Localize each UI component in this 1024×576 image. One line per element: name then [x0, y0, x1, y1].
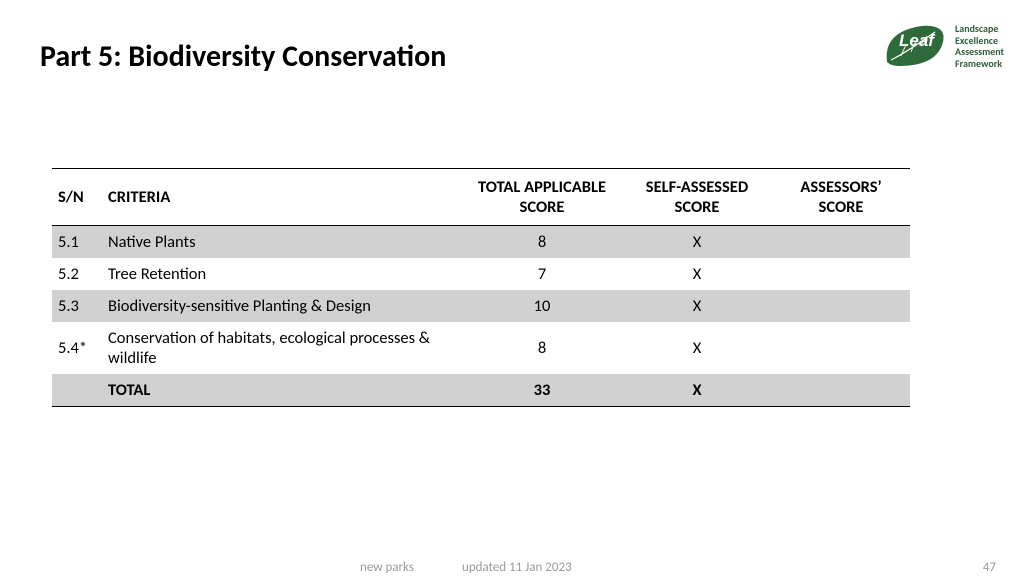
cell-assr	[772, 290, 910, 322]
cell-sn: 5.2	[52, 258, 102, 290]
logo-tag-line4: Framework	[955, 58, 1004, 70]
logo-tag-line3: Assessment	[955, 46, 1004, 58]
footer-category: new parks	[360, 560, 414, 575]
cell-criteria: Native Plants	[102, 226, 462, 259]
footer-page-number: 47	[983, 560, 996, 575]
cell-blank	[52, 374, 102, 407]
table-header-row: S/N CRITERIA TOTAL APPLICABLE SCORE SELF…	[52, 169, 910, 226]
cell-score: 8	[462, 322, 622, 374]
svg-text:Leaf: Leaf	[899, 31, 936, 50]
cell-self: X	[622, 258, 772, 290]
logo-tag-line1: Landscape	[955, 23, 1004, 35]
cell-criteria: Conservation of habitats, ecological pro…	[102, 322, 462, 374]
cell-sn: 5.4*	[52, 322, 102, 374]
cell-score: 8	[462, 226, 622, 259]
table-row: 5.1 Native Plants 8 X	[52, 226, 910, 259]
table-row: 5.3 Biodiversity-sensitive Planting & De…	[52, 290, 910, 322]
logo-tagline: Landscape Excellence Assessment Framewor…	[955, 23, 1004, 69]
col-criteria: CRITERIA	[102, 169, 462, 226]
criteria-table-wrap: S/N CRITERIA TOTAL APPLICABLE SCORE SELF…	[52, 168, 910, 407]
cell-total-assr	[772, 374, 910, 407]
slide: Part 5: Biodiversity Conservation Leaf L…	[0, 0, 1024, 576]
cell-criteria: Tree Retention	[102, 258, 462, 290]
cell-criteria: Biodiversity-sensitive Planting & Design	[102, 290, 462, 322]
cell-self: X	[622, 226, 772, 259]
col-sn: S/N	[52, 169, 102, 226]
table-row: 5.2 Tree Retention 7 X	[52, 258, 910, 290]
criteria-table: S/N CRITERIA TOTAL APPLICABLE SCORE SELF…	[52, 168, 910, 407]
col-assessors: ASSESSORS’ SCORE	[772, 169, 910, 226]
table-total-row: TOTAL 33 X	[52, 374, 910, 407]
cell-total-score: 33	[462, 374, 622, 407]
cell-self: X	[622, 290, 772, 322]
cell-total-label: TOTAL	[102, 374, 462, 407]
cell-assr	[772, 322, 910, 374]
leaf-logo: Leaf Landscape Excellence Assessment Fra…	[877, 22, 1004, 70]
cell-self: X	[622, 322, 772, 374]
col-self-assessed: SELF-ASSESSED SCORE	[622, 169, 772, 226]
cell-total-self: X	[622, 374, 772, 407]
cell-score: 10	[462, 290, 622, 322]
footer-updated: updated 11 Jan 2023	[462, 560, 572, 575]
leaf-icon: Leaf	[877, 22, 949, 70]
cell-sn: 5.1	[52, 226, 102, 259]
col-total-applicable: TOTAL APPLICABLE SCORE	[462, 169, 622, 226]
table-row: 5.4* Conservation of habitats, ecologica…	[52, 322, 910, 374]
cell-score: 7	[462, 258, 622, 290]
page-title: Part 5: Biodiversity Conservation	[40, 38, 446, 75]
cell-sn: 5.3	[52, 290, 102, 322]
cell-assr	[772, 226, 910, 259]
cell-assr	[772, 258, 910, 290]
